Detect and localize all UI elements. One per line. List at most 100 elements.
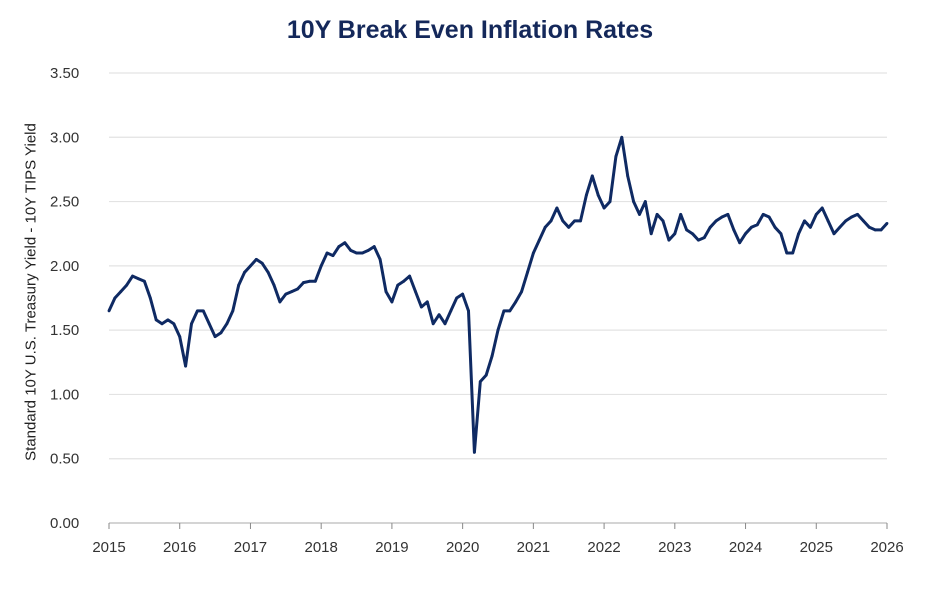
data-point (260, 261, 264, 265)
data-point (325, 251, 329, 255)
data-point (484, 373, 488, 377)
data-point (537, 238, 541, 242)
data-point (355, 251, 358, 255)
y-tick-label: 0.50 (50, 451, 79, 468)
data-point (231, 309, 235, 313)
data-point (455, 296, 459, 300)
data-point (254, 258, 258, 261)
data-point (832, 232, 836, 236)
data-point (243, 270, 246, 274)
data-point (873, 228, 877, 232)
data-point (620, 135, 624, 139)
data-point (826, 219, 830, 223)
y-tick-label: 1.50 (50, 322, 79, 339)
data-point (137, 277, 140, 281)
data-point (661, 219, 665, 223)
data-point (478, 380, 482, 383)
x-tick-label: 2023 (658, 539, 691, 556)
data-point (213, 335, 217, 338)
data-point (508, 309, 512, 313)
y-tick-label: 0.00 (50, 515, 79, 532)
data-point (696, 238, 700, 242)
data-point (449, 309, 453, 313)
data-point (543, 225, 547, 229)
x-tick-label: 2018 (304, 539, 337, 556)
data-point (738, 241, 742, 245)
data-point (708, 225, 712, 229)
data-point (461, 292, 465, 296)
data-point (148, 296, 152, 300)
data-point (490, 354, 494, 358)
x-tick-label: 2022 (587, 539, 620, 556)
data-point (473, 450, 476, 454)
data-point (767, 215, 771, 219)
data-point (655, 213, 659, 216)
data-point (225, 322, 229, 326)
data-point (160, 322, 164, 326)
data-point (302, 281, 305, 284)
data-point (125, 283, 129, 287)
data-point (249, 264, 252, 268)
x-tick-label: 2015 (92, 539, 125, 556)
data-point (885, 222, 889, 225)
data-point (313, 279, 317, 283)
data-point (785, 251, 789, 255)
data-point (879, 228, 883, 232)
data-point (219, 331, 223, 335)
data-point (496, 328, 500, 332)
data-point (602, 206, 606, 210)
data-point (797, 232, 800, 236)
data-point (166, 318, 170, 322)
data-point (526, 270, 529, 274)
data-point (744, 232, 747, 236)
data-point (761, 213, 765, 216)
data-point (820, 206, 824, 210)
data-point (632, 200, 635, 203)
data-point (732, 228, 736, 232)
data-point (290, 290, 294, 293)
data-point (856, 213, 859, 216)
data-point (714, 219, 718, 223)
data-point (862, 219, 865, 223)
data-point (673, 232, 677, 236)
data-point (614, 155, 618, 158)
data-point (626, 174, 630, 178)
data-point (567, 225, 571, 229)
data-point (814, 213, 818, 216)
data-point (779, 232, 783, 236)
x-tick-label: 2016 (163, 539, 196, 556)
data-point (307, 279, 311, 283)
y-tick-label: 1.00 (50, 386, 79, 403)
data-point (337, 245, 341, 248)
data-point (561, 219, 565, 223)
y-tick-label: 2.00 (50, 258, 79, 275)
data-point (531, 251, 535, 255)
data-point (590, 174, 594, 178)
data-point (608, 200, 612, 203)
data-point (844, 219, 848, 223)
data-point (702, 236, 706, 239)
data-point (850, 215, 854, 219)
x-tick-label: 2017 (234, 539, 267, 556)
data-point (154, 318, 158, 322)
data-point (431, 322, 435, 326)
data-point (284, 292, 288, 296)
data-point (278, 300, 282, 304)
data-point (131, 274, 134, 278)
data-point (596, 193, 600, 197)
data-point (585, 193, 588, 197)
data-point (803, 219, 806, 223)
x-tick-label: 2025 (800, 539, 833, 556)
data-point (555, 206, 559, 210)
y-tick-label: 2.50 (50, 194, 79, 211)
data-point (638, 213, 641, 216)
data-point (207, 322, 211, 326)
data-point (750, 225, 753, 229)
data-point (867, 225, 871, 229)
data-point (414, 290, 417, 293)
data-point (679, 213, 683, 216)
series-line (107, 135, 889, 454)
data-point (773, 225, 777, 229)
data-point (402, 279, 406, 283)
